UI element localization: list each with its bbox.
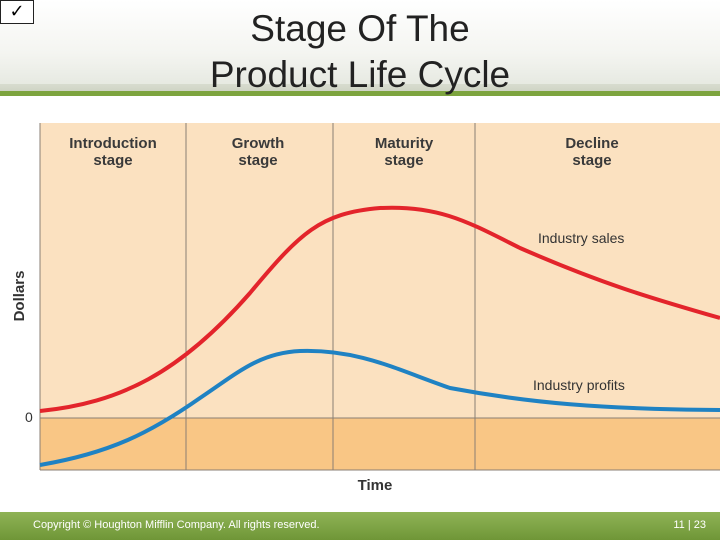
slide-footer: Copyright © Houghton Mifflin Company. Al… [0, 512, 720, 540]
industry-profits-curve [39, 348, 720, 467]
x-axis-label: Time [358, 477, 393, 494]
below-zero-area [40, 418, 720, 470]
industry-sales-curve [39, 205, 720, 413]
stage-label-growth-line2: stage [238, 152, 277, 169]
industry-profits-label: Industry profits [533, 377, 625, 393]
stage-label-maturity-line2: stage [384, 152, 423, 169]
copyright-text: Copyright © Houghton Mifflin Company. Al… [33, 519, 320, 531]
y-axis-label: Dollars [11, 271, 28, 322]
stage-label-maturity-line1: Maturity [375, 135, 434, 152]
slide-title: Stage Of The Product Life Cycle [120, 6, 600, 98]
zero-tick-label: 0 [25, 409, 33, 425]
life-cycle-svg: Introduction stage Growth stage Maturity… [11, 123, 720, 494]
page-number: 11 | 23 [673, 519, 706, 531]
header-accent-bar [0, 91, 720, 96]
checkmark-icon[interactable]: ✓ [0, 0, 34, 24]
stage-label-growth-line1: Growth [232, 135, 285, 152]
title-line-1: Stage Of The [250, 8, 470, 49]
slide-header [0, 0, 720, 96]
stage-label-decline-line1: Decline [565, 135, 618, 152]
stage-label-introduction-line2: stage [93, 152, 132, 169]
industry-sales-label: Industry sales [538, 230, 624, 246]
title-line-2: Product Life Cycle [209, 54, 511, 95]
life-cycle-diagram: Introduction stage Growth stage Maturity… [0, 113, 720, 498]
stage-label-introduction-line1: Introduction [69, 135, 156, 152]
stage-label-decline-line2: stage [572, 152, 611, 169]
above-zero-area [40, 123, 720, 418]
